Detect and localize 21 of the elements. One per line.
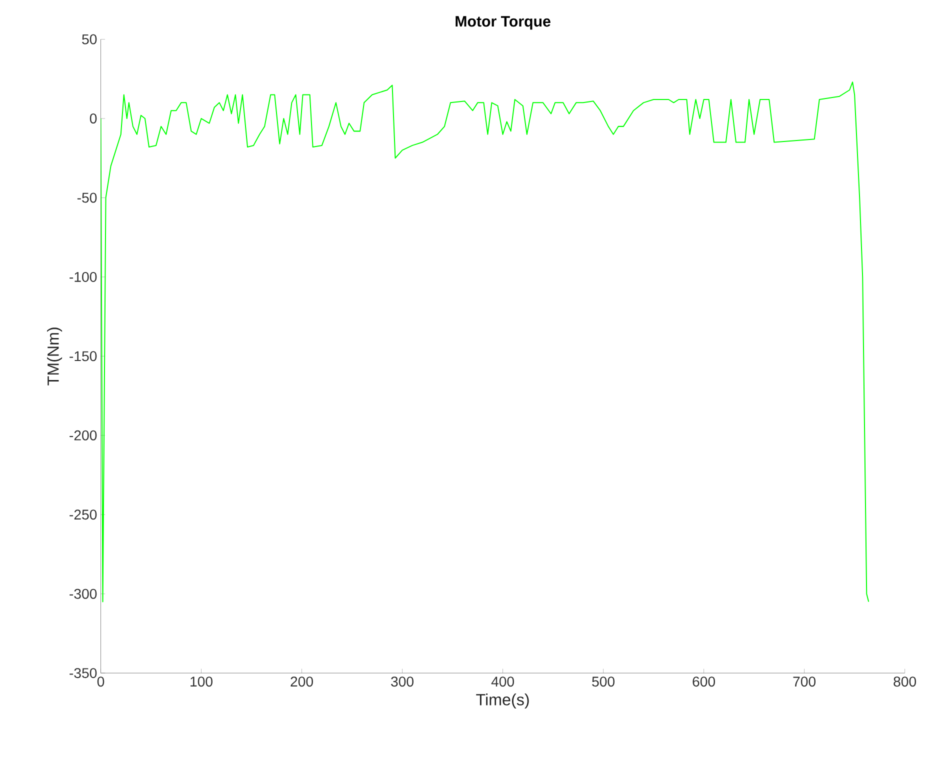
x-tick-label: 400 xyxy=(491,676,514,687)
y-tick-label: -150 xyxy=(70,351,97,362)
x-tick-label: 300 xyxy=(391,676,414,687)
y-tick-label: -200 xyxy=(70,430,97,441)
y-tick-label: 0 xyxy=(90,114,97,124)
y-tick-label: 50 xyxy=(82,34,97,44)
x-tick-label: 800 xyxy=(894,676,916,687)
y-tick-label: -300 xyxy=(70,588,97,599)
x-tick-label: 0 xyxy=(97,676,104,687)
x-axis-title: Time(s) xyxy=(476,694,529,709)
x-tick-label: 600 xyxy=(692,676,716,687)
y-axis-title: TM(Nm) xyxy=(47,328,62,386)
y-tick-label: -250 xyxy=(70,510,97,520)
y-tick-label: -100 xyxy=(70,272,97,282)
y-tick-label: -50 xyxy=(77,192,97,203)
x-tick-label: 500 xyxy=(592,676,615,687)
chart-title: Motor Torque xyxy=(456,16,550,30)
x-tick-label: 100 xyxy=(190,676,212,687)
x-tick-label: 200 xyxy=(290,676,313,687)
y-tick-label: -350 xyxy=(70,668,97,678)
x-tick-label: 700 xyxy=(793,676,816,687)
